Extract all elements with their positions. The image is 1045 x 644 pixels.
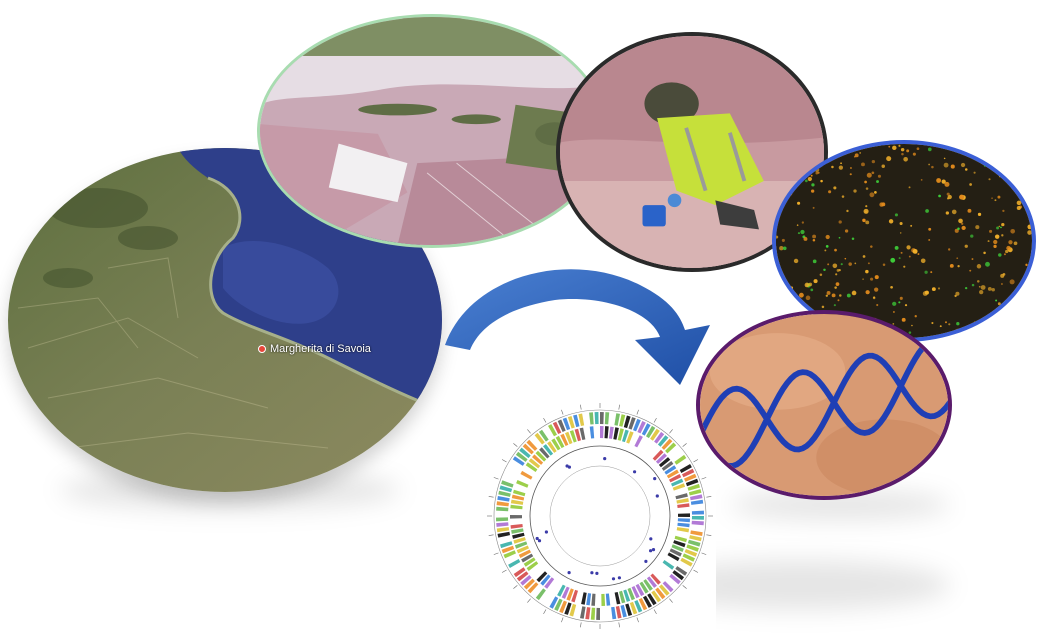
- genome-map-image: [484, 388, 716, 638]
- map-location-marker: Margherita di Savoia: [258, 343, 371, 355]
- process-arrow-icon: [445, 269, 710, 385]
- dna-helix-image: [696, 310, 952, 500]
- location-pin-icon: [258, 345, 266, 353]
- saltern-aerial-image: [257, 14, 607, 248]
- map-location-label: Margherita di Savoia: [270, 343, 371, 355]
- microscopy-image: [772, 140, 1036, 342]
